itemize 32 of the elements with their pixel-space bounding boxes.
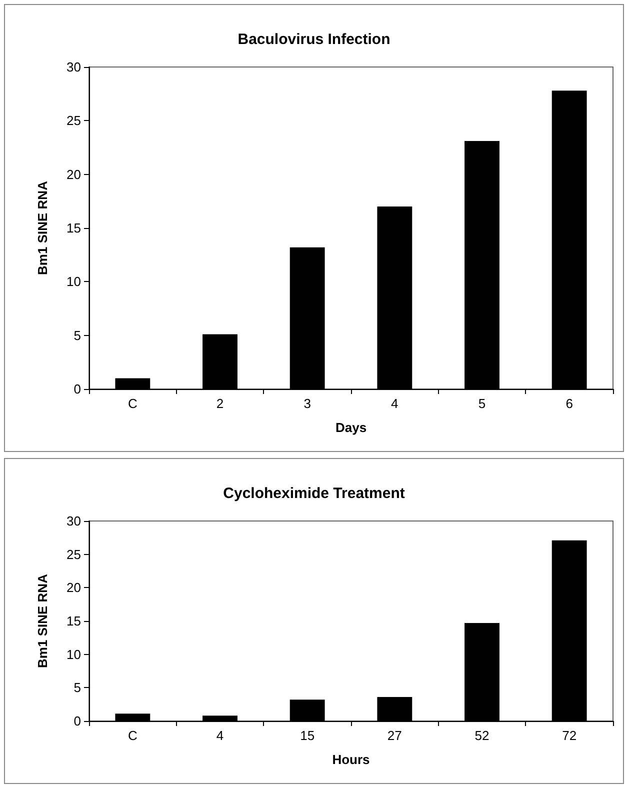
- y-tick-label: 25: [66, 113, 81, 128]
- x-tick-label: 2: [216, 396, 224, 411]
- x-tick-label: 72: [562, 728, 577, 743]
- y-axis-title: Bm1 SINE RNA: [35, 180, 50, 275]
- chart-title: Cycloheximide Treatment: [223, 485, 405, 502]
- x-axis-title: Hours: [332, 752, 370, 767]
- y-tick-label: 20: [66, 166, 81, 182]
- y-tick-label: 10: [66, 646, 81, 662]
- chart-title: Baculovirus Infection: [238, 31, 390, 48]
- y-tick-label: 5: [74, 680, 81, 696]
- x-axis-title: Days: [335, 420, 367, 435]
- y-axis-title: Bm1 SINE RNA: [35, 573, 50, 668]
- y-tick-label: 20: [66, 580, 81, 596]
- y-tick-label: 25: [66, 546, 81, 562]
- y-tick-label: 0: [74, 714, 81, 728]
- x-tick-label: 4: [391, 396, 398, 411]
- x-tick-label: 3: [304, 396, 311, 411]
- y-tick-label: 0: [74, 382, 81, 396]
- x-tick-label: C: [128, 396, 138, 411]
- x-tick-label: 4: [216, 728, 224, 743]
- y-tick-label: 30: [66, 60, 81, 74]
- x-tick-label: 5: [478, 396, 486, 411]
- y-tick-label: 15: [66, 614, 81, 628]
- y-tick-label: 5: [74, 328, 81, 343]
- y-tick-label: 30: [66, 514, 81, 528]
- y-tick-label: 10: [66, 274, 81, 290]
- x-tick-label: C: [128, 728, 138, 743]
- x-tick-label: 27: [387, 728, 402, 743]
- x-tick-label: 15: [300, 728, 315, 743]
- y-tick-label: 15: [66, 220, 81, 236]
- x-tick-label: 6: [566, 396, 573, 411]
- x-tick-label: 52: [474, 728, 490, 743]
